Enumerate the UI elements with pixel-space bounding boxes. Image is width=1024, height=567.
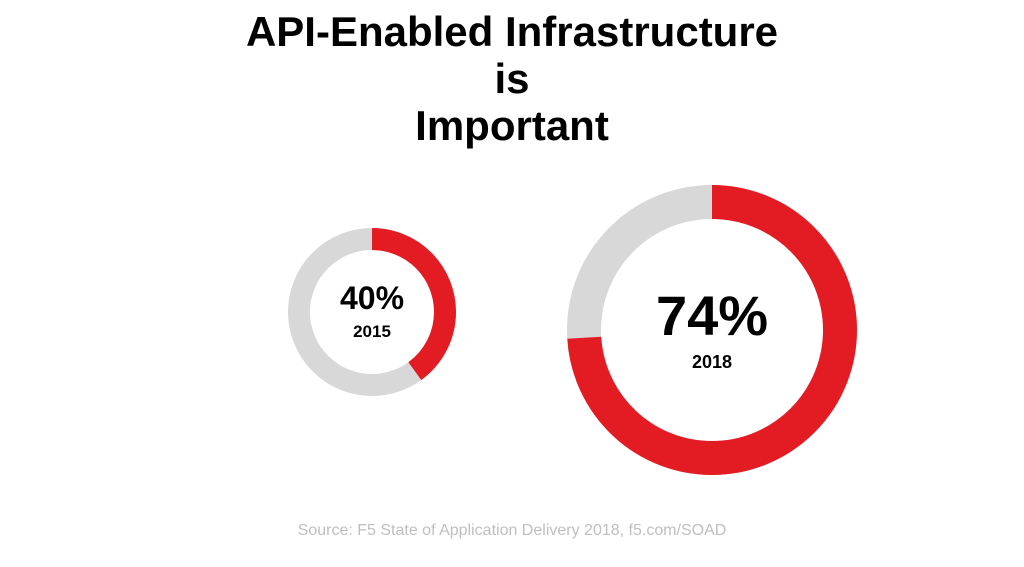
donut-2015-center: 40% 2015 [288,228,456,396]
donut-2018-year-label: 2018 [692,352,732,373]
source-text: Source: F5 State of Application Delivery… [298,522,727,539]
slide: API-Enabled Infrastructure is Important … [0,0,1024,567]
slide-title: API-Enabled Infrastructure is Important [0,8,1024,149]
title-line-3: Important [0,102,1024,149]
donut-2018: 74% 2018 [567,185,857,475]
donut-2015-percent-label: 40% [340,282,404,314]
source-caption: Source: F5 State of Application Delivery… [0,522,1024,540]
donut-2015: 40% 2015 [288,228,456,396]
title-line-2: is [0,55,1024,102]
donut-2018-percent-label: 74% [656,288,768,344]
title-line-1: API-Enabled Infrastructure [0,8,1024,55]
donut-2015-year-label: 2015 [353,322,391,342]
donut-2018-center: 74% 2018 [567,185,857,475]
